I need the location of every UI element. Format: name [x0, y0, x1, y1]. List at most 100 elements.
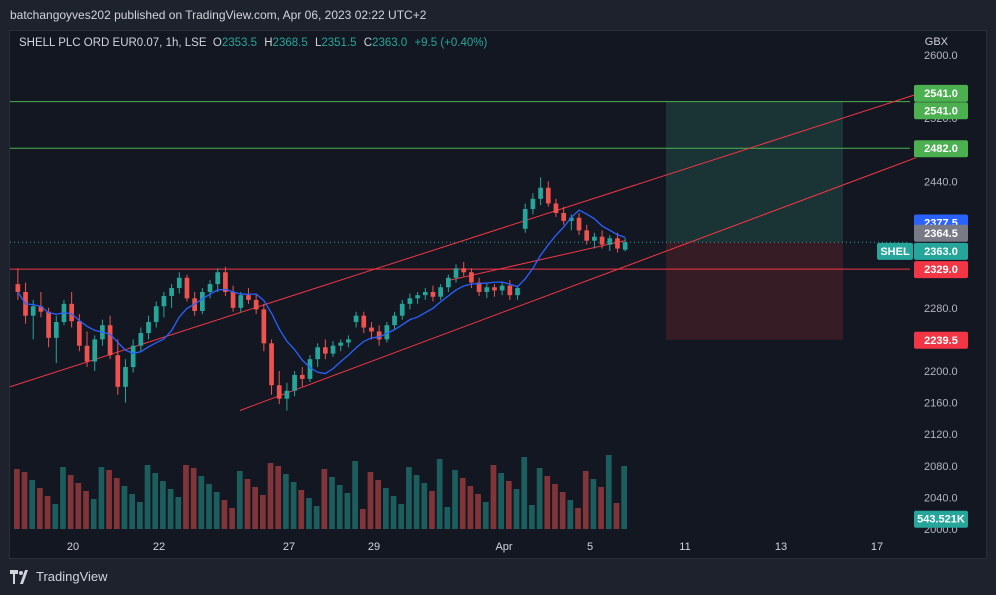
candle-body[interactable]: [530, 198, 536, 210]
tradingview-footer[interactable]: TradingView: [10, 569, 108, 584]
candle-body[interactable]: [615, 238, 620, 249]
candle-body[interactable]: [584, 230, 590, 241]
candle-body[interactable]: [522, 209, 528, 229]
trend-line-0[interactable]: [10, 94, 917, 388]
candle-body[interactable]: [307, 359, 313, 379]
candle-body[interactable]: [569, 217, 574, 221]
publish-header: batchangoyves202 published on TradingVie…: [0, 0, 996, 30]
symbol-tag[interactable]: [877, 242, 913, 260]
target-zone[interactable]: [666, 101, 843, 243]
candle-body[interactable]: [38, 306, 44, 312]
candle-body[interactable]: [46, 311, 51, 338]
candle-body[interactable]: [392, 315, 397, 326]
candle-body[interactable]: [107, 325, 113, 356]
candle-body[interactable]: [323, 347, 328, 354]
candle-body[interactable]: [561, 213, 566, 221]
candle-body[interactable]: [353, 315, 359, 323]
candle-body[interactable]: [138, 333, 144, 346]
price-label-level-2541-a[interactable]: [914, 84, 968, 102]
candle-body[interactable]: [253, 299, 259, 310]
candle-body[interactable]: [492, 287, 497, 291]
candle-body[interactable]: [430, 292, 436, 297]
candle-body[interactable]: [215, 272, 221, 285]
candle-body[interactable]: [576, 217, 582, 231]
candle-body[interactable]: [415, 295, 420, 299]
candle-body[interactable]: [361, 315, 367, 328]
candle-body[interactable]: [338, 342, 344, 346]
candle-body[interactable]: [269, 343, 274, 386]
candle-body[interactable]: [346, 339, 351, 343]
candle-body[interactable]: [399, 303, 405, 316]
price-label-level-2364[interactable]: [914, 224, 968, 242]
candle-body[interactable]: [545, 187, 551, 204]
candle-body[interactable]: [276, 385, 282, 399]
candle-body[interactable]: [207, 284, 213, 292]
price-label-volume[interactable]: [914, 510, 968, 528]
candle-body[interactable]: [123, 367, 128, 387]
candle-body[interactable]: [330, 345, 336, 354]
volume-bar: [383, 488, 389, 529]
candle-body[interactable]: [438, 287, 443, 297]
price-chart[interactable]: 2600.02520.02440.02280.02200.02160.02120…: [10, 31, 987, 559]
candle-body[interactable]: [453, 268, 459, 278]
candle-body[interactable]: [599, 236, 605, 245]
candle-body[interactable]: [446, 277, 451, 288]
candle-body[interactable]: [469, 272, 474, 283]
candle-body[interactable]: [292, 374, 297, 391]
candle-body[interactable]: [53, 322, 59, 338]
candle-body[interactable]: [553, 203, 559, 213]
candle-body[interactable]: [77, 321, 82, 346]
volume-bar: [160, 481, 166, 529]
candle-body[interactable]: [284, 390, 290, 399]
candle-body[interactable]: [130, 345, 136, 368]
candle-body[interactable]: [376, 331, 382, 340]
candle-body[interactable]: [538, 187, 543, 199]
candle-body[interactable]: [230, 292, 236, 308]
candle-body[interactable]: [169, 288, 174, 296]
candle-body[interactable]: [15, 284, 21, 292]
candle-body[interactable]: [153, 306, 159, 323]
price-label-level-2482[interactable]: [914, 140, 968, 158]
price-label-level-2541-b[interactable]: [914, 102, 968, 120]
candle-body[interactable]: [407, 298, 413, 304]
price-label-level-2239[interactable]: [914, 331, 968, 349]
candle-body[interactable]: [422, 292, 428, 296]
candle-body[interactable]: [261, 309, 267, 344]
candle-body[interactable]: [30, 306, 36, 316]
volume-bar: [582, 471, 589, 529]
moving-average-line[interactable]: [17, 209, 626, 375]
stop-zone[interactable]: [666, 242, 843, 340]
candle-body[interactable]: [592, 236, 597, 241]
candle-body[interactable]: [515, 288, 520, 296]
candle-body[interactable]: [115, 355, 121, 387]
candle-body[interactable]: [499, 285, 505, 291]
candle-body[interactable]: [369, 327, 374, 332]
close-label: C: [363, 37, 373, 49]
trend-line-1[interactable]: [239, 157, 917, 411]
candle-body[interactable]: [184, 277, 190, 299]
candle-body[interactable]: [238, 295, 244, 308]
price-label-last-2363[interactable]: [914, 242, 968, 260]
candle-body[interactable]: [146, 322, 151, 334]
candle-body[interactable]: [84, 345, 90, 362]
price-label-level-2329[interactable]: [914, 261, 968, 279]
candle-body[interactable]: [246, 295, 251, 300]
candle-body[interactable]: [507, 285, 513, 296]
candle-body[interactable]: [223, 272, 228, 292]
candle-body[interactable]: [315, 347, 320, 360]
candle-body[interactable]: [484, 287, 490, 292]
candle-body[interactable]: [461, 268, 467, 273]
chart-panel[interactable]: 2600.02520.02440.02280.02200.02160.02120…: [9, 30, 987, 559]
candle-body[interactable]: [622, 242, 628, 250]
price-label-text: 543.521K: [917, 514, 965, 526]
candle-body[interactable]: [607, 238, 613, 245]
candle-body[interactable]: [200, 292, 205, 311]
candle-body[interactable]: [176, 277, 182, 289]
candle-body[interactable]: [299, 374, 305, 379]
candle-body[interactable]: [384, 325, 390, 340]
candle-body[interactable]: [161, 295, 167, 307]
candle-body[interactable]: [476, 282, 482, 292]
candle-body[interactable]: [92, 339, 98, 362]
y-axis-tick: 2200.0: [924, 366, 958, 378]
candle-body[interactable]: [69, 303, 74, 322]
